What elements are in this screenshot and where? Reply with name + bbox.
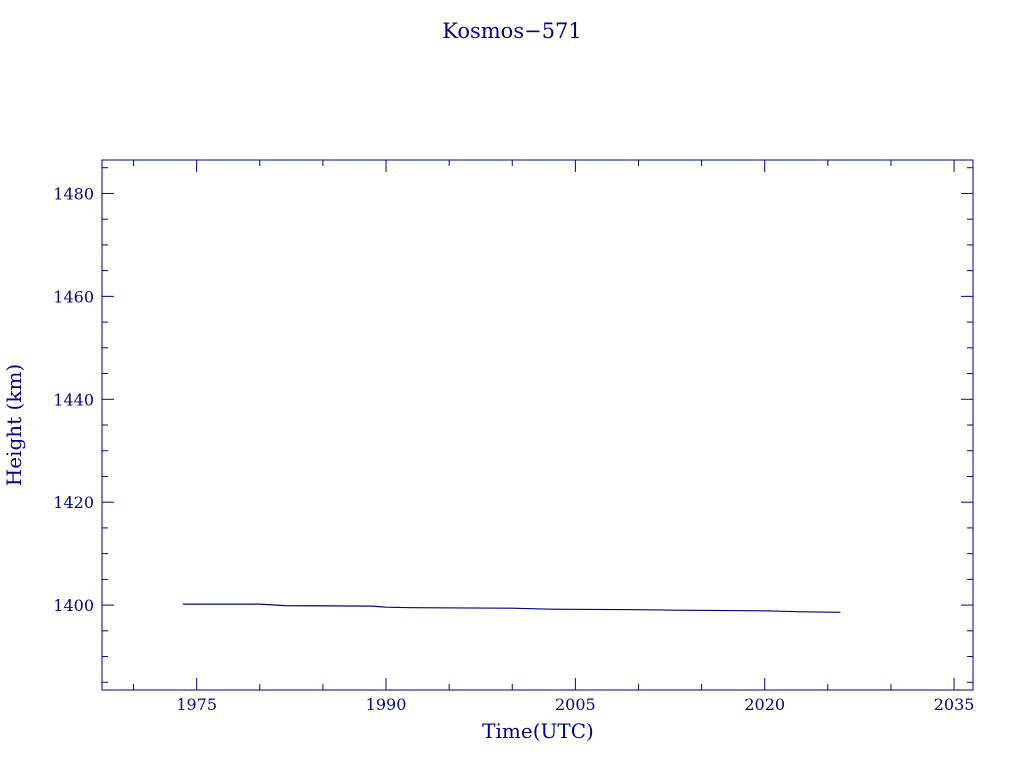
chart-title: Kosmos−571 <box>442 19 582 43</box>
y-tick-label: 1440 <box>53 390 94 409</box>
x-axis-label: Time(UTC) <box>482 719 594 743</box>
y-tick-label: 1460 <box>53 287 94 306</box>
y-tick-label: 1480 <box>53 184 94 203</box>
x-tick-label: 1975 <box>176 695 217 714</box>
series-layer <box>182 603 841 613</box>
plot-frame <box>101 159 974 691</box>
y-tick-label: 1420 <box>53 493 94 512</box>
series-line <box>182 603 841 613</box>
x-tick-label: 1990 <box>366 695 407 714</box>
tick-labels: 1975 1990 2005 2020 2035 1400 1420 1440 1460 1480 <box>53 184 974 714</box>
y-tick-label: 1400 <box>53 596 94 615</box>
x-tick-label: 2005 <box>555 695 596 714</box>
axis-ticks <box>102 160 973 690</box>
x-tick-label: 2035 <box>934 695 975 714</box>
y-axis-label: Height (km) <box>2 364 26 486</box>
x-tick-label: 2020 <box>744 695 785 714</box>
